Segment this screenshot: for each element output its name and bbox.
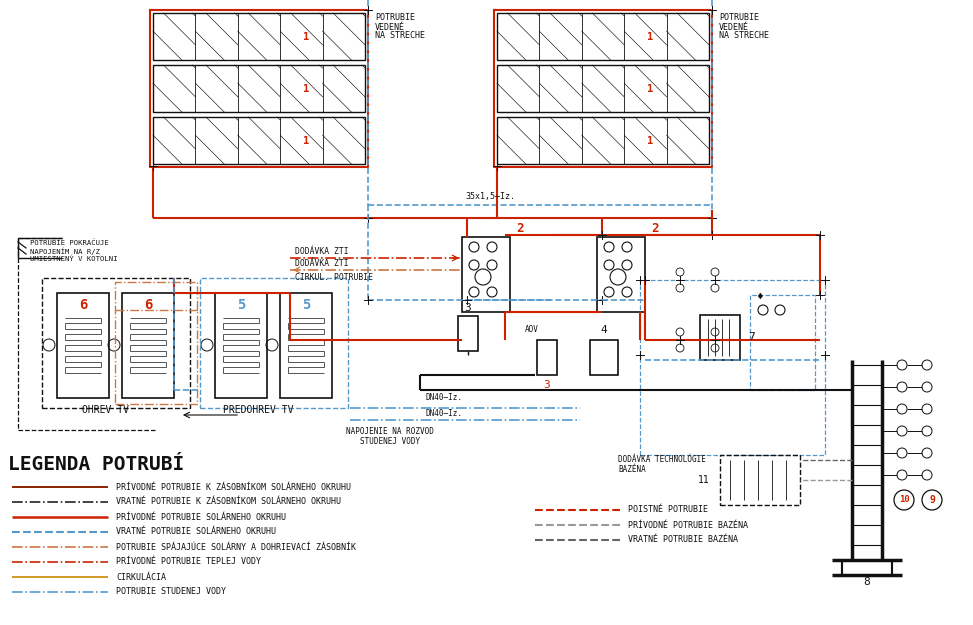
Bar [537, 340, 557, 375]
Text: PRÍVODNÉ POTRUBIE K ZÁSOBNÍKOM SOLÁRNEHO OKRUHU: PRÍVODNÉ POTRUBIE K ZÁSOBNÍKOM SOLÁRNEHO… [116, 482, 351, 491]
Text: 1: 1 [303, 31, 308, 41]
Text: VEDENÉ: VEDENÉ [375, 22, 405, 31]
Text: DODÁVKA ZTI: DODÁVKA ZTI [295, 248, 348, 256]
Bar [640, 280, 825, 455]
Bar [115, 282, 197, 404]
Text: UMIESTNENÝ V KOTOLNI: UMIESTNENÝ V KOTOLNI [30, 256, 118, 262]
Bar [122, 293, 174, 398]
Bar [280, 293, 332, 398]
Bar [497, 117, 709, 164]
Text: PRÍVODNÉ POTRUBIE BAZÉNA: PRÍVODNÉ POTRUBIE BAZÉNA [628, 521, 748, 529]
Text: NA STRECHE: NA STRECHE [719, 31, 769, 41]
Bar [153, 13, 365, 60]
Text: DODÁVKA ZTI: DODÁVKA ZTI [295, 259, 348, 269]
Text: POTRUBIE SPÁJAJÚCE SOLÁRNY A DOHRIEVACÍ ZÁSOBNÍK: POTRUBIE SPÁJAJÚCE SOLÁRNY A DOHRIEVACÍ … [116, 542, 356, 551]
Text: PRÍVODNÉ POTRUBIE TEPLEJ VODY: PRÍVODNÉ POTRUBIE TEPLEJ VODY [116, 558, 261, 566]
Bar [215, 293, 267, 398]
Text: PRÍVODNÉ POTRUBIE SOLÁRNEHO OKRUHU: PRÍVODNÉ POTRUBIE SOLÁRNEHO OKRUHU [116, 512, 286, 521]
Text: 1: 1 [303, 136, 308, 146]
Text: BAZÉNA: BAZÉNA [618, 464, 646, 474]
Text: VRATNÉ POTRUBIE K ZÁSOBNÍKOM SOLÁRNEHO OKRUHU: VRATNÉ POTRUBIE K ZÁSOBNÍKOM SOLÁRNEHO O… [116, 498, 341, 506]
Text: POTRUBIE: POTRUBIE [719, 14, 759, 22]
Text: 8: 8 [864, 577, 871, 587]
Text: CIRKUL. POTRUBIE: CIRKUL. POTRUBIE [295, 274, 373, 282]
Text: 3: 3 [465, 303, 471, 313]
Text: STUDENEJ VODY: STUDENEJ VODY [360, 436, 420, 446]
Bar [200, 278, 348, 408]
Text: NAPOJENIE NA ROZVOD: NAPOJENIE NA ROZVOD [346, 428, 434, 436]
Text: 6: 6 [79, 298, 88, 312]
Bar [750, 295, 815, 390]
Text: 35x1,5–Iz.: 35x1,5–Iz. [465, 192, 515, 201]
Text: POTRUBIE POKRAČUJE: POTRUBIE POKRAČUJE [30, 240, 109, 246]
Bar [597, 237, 645, 312]
Text: 1: 1 [646, 31, 653, 41]
Bar [458, 316, 478, 351]
Text: 2: 2 [517, 222, 523, 236]
Text: POISTNÉ POTRUBIE: POISTNÉ POTRUBIE [628, 506, 708, 514]
Text: LEGENDA POTRUBÍ: LEGENDA POTRUBÍ [8, 456, 184, 474]
Text: 5: 5 [302, 298, 310, 312]
Text: POTRUBIE STUDENEJ VODY: POTRUBIE STUDENEJ VODY [116, 588, 226, 596]
Bar [497, 13, 709, 60]
Text: 1: 1 [303, 84, 308, 94]
Text: POTRUBIE: POTRUBIE [375, 14, 415, 22]
Text: DN40–Iz.: DN40–Iz. [425, 409, 462, 418]
Bar [590, 340, 618, 375]
Bar [42, 278, 190, 408]
Text: 4: 4 [600, 325, 607, 335]
Bar [720, 455, 800, 505]
Bar [462, 237, 510, 312]
Text: PREDOHREV TV: PREDOHREV TV [223, 405, 293, 415]
Text: 1: 1 [646, 84, 653, 94]
Text: ♦: ♦ [757, 292, 764, 302]
Text: 10: 10 [899, 496, 910, 504]
Text: AOV: AOV [525, 326, 539, 334]
Text: CIRKULÁCIA: CIRKULÁCIA [116, 572, 166, 581]
Text: NA STRECHE: NA STRECHE [375, 31, 425, 41]
Bar [153, 65, 365, 112]
Text: 2: 2 [651, 222, 659, 236]
Text: NAPOJENÍM NA R/Z: NAPOJENÍM NA R/Z [30, 248, 100, 255]
Text: DODÁVKA TECHNOLÓGIE: DODÁVKA TECHNOLÓGIE [618, 456, 705, 464]
Text: 3: 3 [544, 380, 551, 390]
Text: VEDENÉ: VEDENÉ [719, 22, 749, 31]
Text: 11: 11 [699, 475, 710, 485]
Text: VRATNÉ POTRUBIE BAZÉNA: VRATNÉ POTRUBIE BAZÉNA [628, 536, 738, 544]
Text: OHREV TV: OHREV TV [82, 405, 128, 415]
Bar [57, 293, 109, 398]
Text: 1: 1 [646, 136, 653, 146]
Text: DN40–Iz.: DN40–Iz. [425, 392, 462, 401]
Bar [700, 315, 740, 360]
Text: 5: 5 [236, 298, 245, 312]
Text: 7: 7 [748, 332, 755, 342]
Text: 6: 6 [144, 298, 152, 312]
Bar [153, 117, 365, 164]
Text: 9: 9 [929, 495, 935, 505]
Text: VRATNÉ POTRUBIE SOLÁRNEHO OKRUHU: VRATNÉ POTRUBIE SOLÁRNEHO OKRUHU [116, 528, 276, 536]
Bar [497, 65, 709, 112]
